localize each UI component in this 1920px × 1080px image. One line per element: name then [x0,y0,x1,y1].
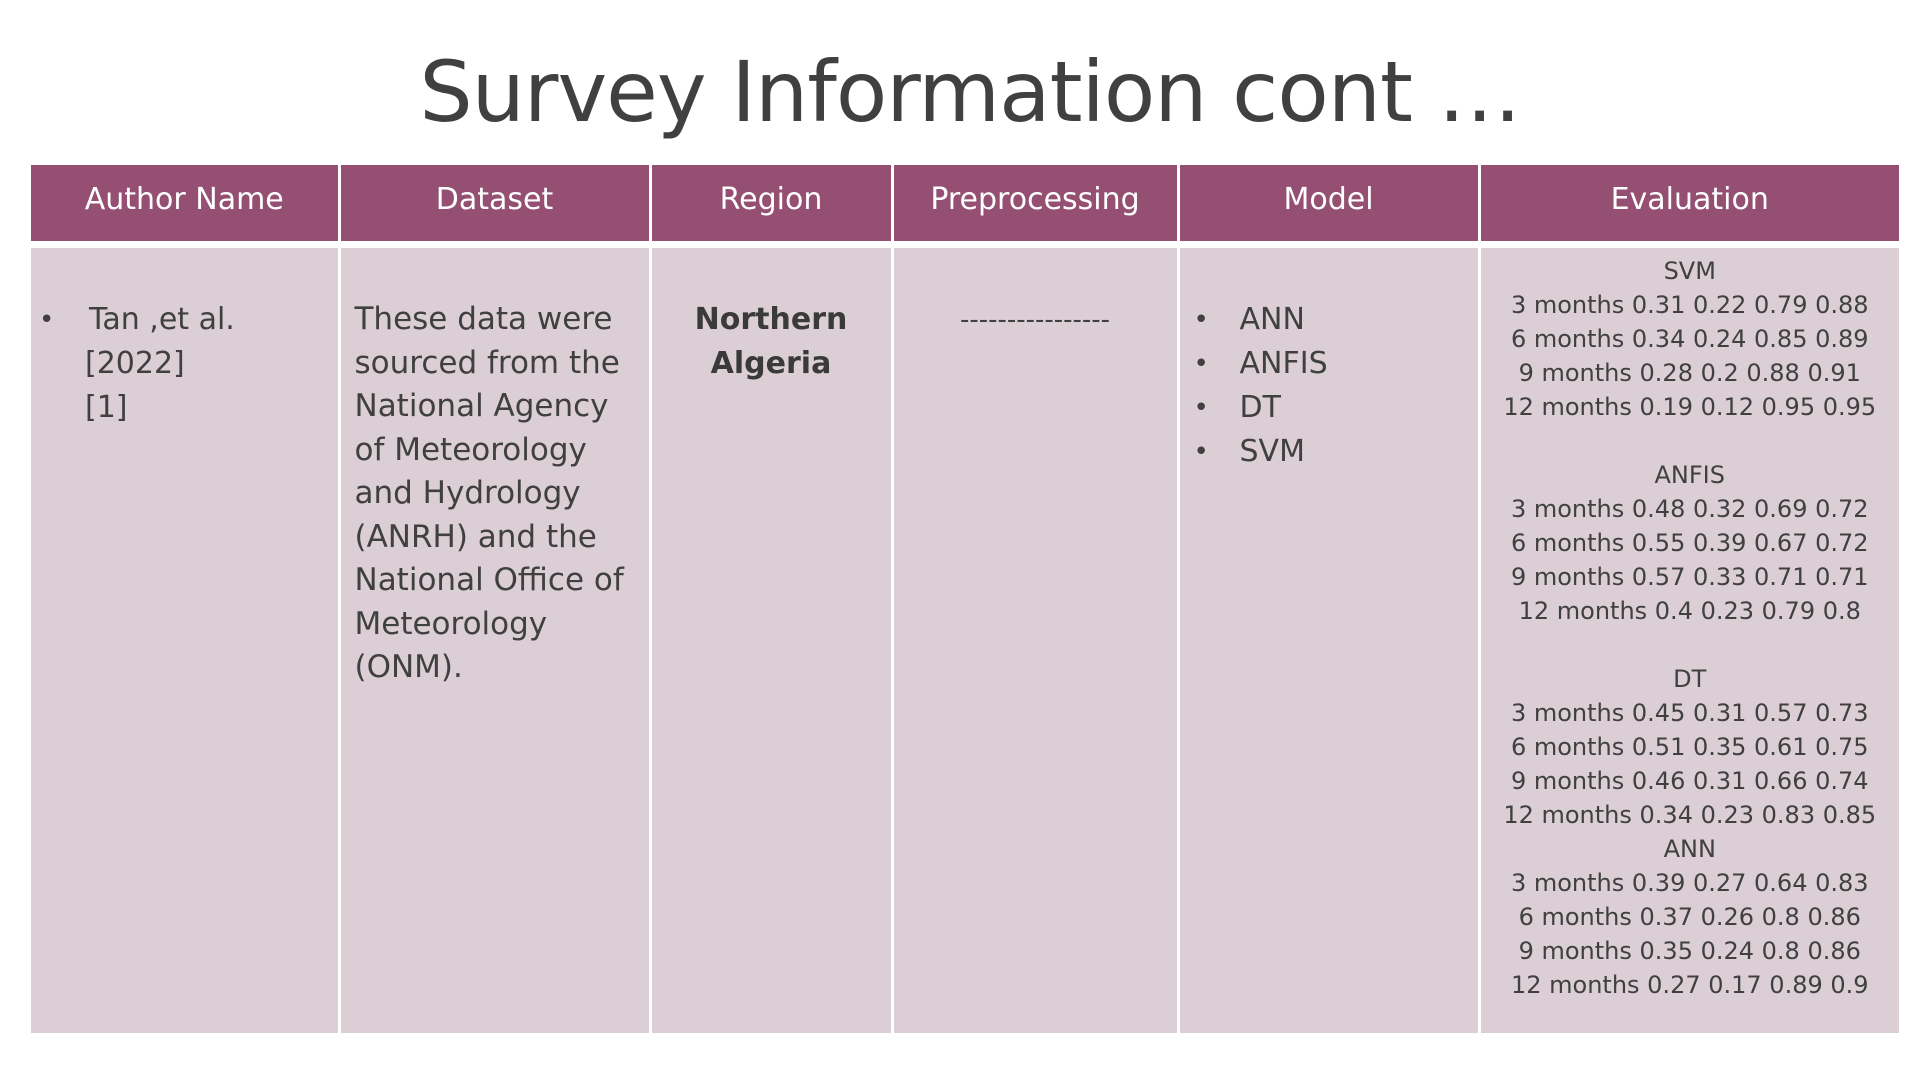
dataset-description: These data were sourced from the Nationa… [354,301,624,685]
bullet-icon: • [1193,349,1209,379]
cell-author: • Tan ,et al. [2022] [1] [31,244,341,1033]
list-item: • SVM [1194,430,1468,474]
eval-group-svm: SVM 3 months 0.31 0.22 0.79 0.88 6 month… [1485,254,1896,424]
table-row: • Tan ,et al. [2022] [1] These data were… [31,244,1899,1033]
model-name: ANN [1239,302,1305,337]
bullet-icon: • [1193,437,1209,467]
eval-row: 6 months 0.37 0.26 0.8 0.86 [1518,903,1861,931]
eval-row: 3 months 0.39 0.27 0.64 0.83 [1510,869,1869,897]
region-line-2: Algeria [710,346,832,381]
header-model: Model [1176,165,1481,248]
author-year: [2022] [85,346,185,381]
eval-row: 12 months 0.19 0.12 0.95 0.95 [1503,393,1877,421]
header-preprocessing: Preprocessing [890,165,1180,248]
eval-row: 12 months 0.27 0.17 0.89 0.9 [1510,971,1869,999]
header-author-name: Author Name [31,165,341,248]
eval-row: 9 months 0.57 0.33 0.71 0.71 [1510,563,1869,591]
preprocessing-value: ---------------- [959,305,1111,335]
eval-row: 3 months 0.48 0.32 0.69 0.72 [1510,495,1869,523]
eval-row: 12 months 0.4 0.23 0.79 0.8 [1518,597,1861,625]
model-name: SVM [1239,434,1305,469]
eval-model-name: SVM [1663,257,1716,285]
cell-region: Northern Algeria [648,244,894,1033]
model-name: DT [1239,390,1281,425]
eval-row: 6 months 0.34 0.24 0.85 0.89 [1510,325,1869,353]
cell-evaluation: SVM 3 months 0.31 0.22 0.79 0.88 6 month… [1477,244,1899,1033]
list-item: • DT [1194,386,1468,430]
eval-row: 9 months 0.46 0.31 0.66 0.74 [1510,767,1869,795]
region-line-1: Northern [694,302,848,337]
author-entry: • Tan ,et al. [2022] [1] [39,298,328,430]
table-header-row: Author Name Dataset Region Preprocessing… [31,165,1899,248]
survey-table: Author Name Dataset Region Preprocessing… [31,165,1899,1033]
eval-model-name: ANFIS [1654,461,1726,489]
eval-row: 3 months 0.31 0.22 0.79 0.88 [1510,291,1869,319]
eval-row: 3 months 0.45 0.31 0.57 0.73 [1510,699,1869,727]
bullet-icon: • [1193,393,1209,423]
slide-title: Survey Information cont … [419,43,1521,141]
eval-row: 12 months 0.34 0.23 0.83 0.85 [1503,801,1877,829]
header-region: Region [648,165,894,248]
eval-row: 6 months 0.51 0.35 0.61 0.75 [1510,733,1869,761]
eval-group-anfis: ANFIS 3 months 0.48 0.32 0.69 0.72 6 mon… [1485,458,1896,628]
cell-preprocessing: ---------------- [890,244,1180,1033]
eval-row: 9 months 0.35 0.24 0.8 0.86 [1518,937,1861,965]
model-name: ANFIS [1239,346,1328,381]
header-dataset: Dataset [337,165,652,248]
eval-row: 9 months 0.28 0.2 0.88 0.91 [1518,359,1861,387]
author-reference: [1] [85,390,128,425]
eval-model-name: ANN [1663,835,1716,863]
author-name: Tan ,et al. [89,302,235,337]
list-item: • ANFIS [1194,342,1468,386]
eval-row: 6 months 0.55 0.39 0.67 0.72 [1510,529,1869,557]
list-item: • ANN [1194,298,1468,342]
eval-group-dt: DT 3 months 0.45 0.31 0.57 0.73 6 months… [1485,662,1896,832]
cell-dataset: These data were sourced from the Nationa… [337,244,652,1033]
header-evaluation: Evaluation [1477,165,1899,248]
bullet-icon: • [1193,305,1209,335]
cell-model: • ANN • ANFIS • DT • SVM [1176,244,1481,1033]
eval-model-name: DT [1673,665,1707,693]
eval-group-ann: ANN 3 months 0.39 0.27 0.64 0.83 6 month… [1485,832,1896,1002]
bullet-icon: • [39,305,55,335]
author-text: Tan ,et al. [2022] [1] [65,298,235,430]
